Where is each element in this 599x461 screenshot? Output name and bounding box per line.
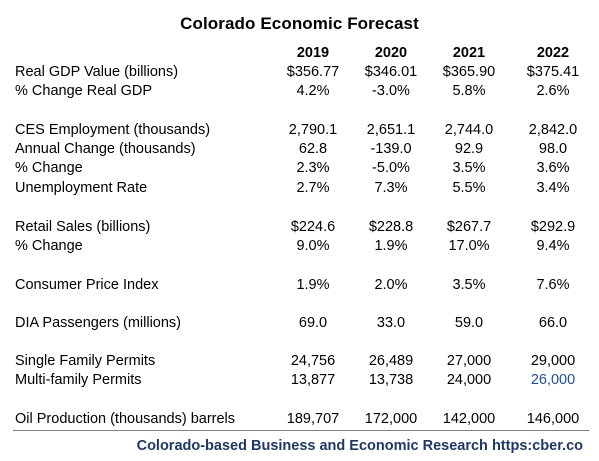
- cell-2022: 66.0: [538, 315, 568, 331]
- row-label: Real GDP Value (billions): [15, 64, 179, 80]
- cell-2020: 13,738: [368, 372, 414, 388]
- cell-2020: 33.0: [376, 315, 406, 331]
- table-row-ces-employment: CES Employment (thousands) 2,790.1 2,651…: [0, 122, 599, 142]
- cell-2019: 2.3%: [296, 160, 330, 176]
- cell-2022: 98.0: [538, 141, 568, 157]
- footer-credit: Colorado-based Business and Economic Res…: [136, 438, 583, 454]
- cell-2022: 7.6%: [536, 277, 570, 293]
- cell-2020: -3.0%: [372, 83, 410, 99]
- cell-2021: 2,744.0: [444, 122, 494, 138]
- cell-2021: $267.7: [446, 219, 492, 235]
- cell-2021: 3.5%: [452, 160, 486, 176]
- year-header-2021: 2021: [452, 45, 486, 61]
- cell-2019: 2.7%: [296, 180, 330, 196]
- cell-2022: 9.4%: [536, 238, 570, 254]
- cell-2021: 17.0%: [448, 238, 490, 254]
- table-row-dia-passengers: DIA Passengers (millions) 69.0 33.0 59.0…: [0, 315, 599, 335]
- row-label: DIA Passengers (millions): [15, 315, 181, 331]
- row-label: Retail Sales (billions): [15, 219, 151, 235]
- cell-2020: 2,651.1: [366, 122, 416, 138]
- table-row-single-family-permits: Single Family Permits 24,756 26,489 27,0…: [0, 353, 599, 373]
- cell-2022: 29,000: [530, 353, 576, 369]
- table-row-oil-production: Oil Production (thousands) barrels 189,7…: [0, 411, 599, 431]
- cell-2019: 24,756: [290, 353, 336, 369]
- cell-2022: $292.9: [530, 219, 576, 235]
- table-row-consumer-price-index: Consumer Price Index 1.9% 2.0% 3.5% 7.6%: [0, 277, 599, 297]
- row-label: Unemployment Rate: [15, 180, 148, 196]
- row-label: Multi-family Permits: [15, 372, 142, 388]
- row-label: Annual Change (thousands): [15, 141, 196, 157]
- cell-2022: 3.6%: [536, 160, 570, 176]
- cell-2020: 26,489: [368, 353, 414, 369]
- row-label: Oil Production (thousands) barrels: [15, 411, 236, 427]
- cell-2020: -139.0: [370, 141, 412, 157]
- cell-2020: 2.0%: [374, 277, 408, 293]
- cell-2020: -5.0%: [372, 160, 410, 176]
- cell-2022: 3.4%: [536, 180, 570, 196]
- cell-2019: 13,877: [290, 372, 336, 388]
- cell-2021: 5.8%: [452, 83, 486, 99]
- row-label: % Change Real GDP: [15, 83, 153, 99]
- cell-2020: $346.01: [364, 64, 418, 80]
- cell-2019: 9.0%: [296, 238, 330, 254]
- cell-2019: 62.8: [298, 141, 328, 157]
- cell-2021: 142,000: [442, 411, 496, 427]
- cell-2022: 2.6%: [536, 83, 570, 99]
- cell-2019: 2,790.1: [288, 122, 338, 138]
- table-row-annual-change: Annual Change (thousands) 62.8 -139.0 92…: [0, 141, 599, 161]
- table-row-pct-change-real-gdp: % Change Real GDP 4.2% -3.0% 5.8% 2.6%: [0, 83, 599, 103]
- cell-2022: 2,842.0: [528, 122, 578, 138]
- cell-2022: 26,000: [530, 372, 576, 388]
- cell-2021: 24,000: [446, 372, 492, 388]
- cell-2019: $356.77: [286, 64, 340, 80]
- table-row-unemployment-rate: Unemployment Rate 2.7% 7.3% 5.5% 3.4%: [0, 180, 599, 200]
- cell-2021: 92.9: [454, 141, 484, 157]
- cell-2021: 5.5%: [452, 180, 486, 196]
- cell-2019: $224.6: [290, 219, 336, 235]
- row-label: % Change: [15, 160, 83, 176]
- table-row-pct-change-employment: % Change 2.3% -5.0% 3.5% 3.6%: [0, 160, 599, 180]
- table-row-multi-family-permits: Multi-family Permits 13,877 13,738 24,00…: [0, 372, 599, 392]
- cell-2022: $375.41: [526, 64, 580, 80]
- row-label: CES Employment (thousands): [15, 122, 211, 138]
- cell-2021: $365.90: [442, 64, 496, 80]
- cell-2020: $228.8: [368, 219, 414, 235]
- cell-2020: 7.3%: [374, 180, 408, 196]
- year-header-2022: 2022: [536, 45, 570, 61]
- cell-2021: 59.0: [454, 315, 484, 331]
- cell-2019: 189,707: [286, 411, 340, 427]
- row-label: Consumer Price Index: [15, 277, 159, 293]
- year-header-2019: 2019: [296, 45, 330, 61]
- row-label: Single Family Permits: [15, 353, 156, 369]
- cell-2020: 172,000: [364, 411, 418, 427]
- year-header-row: 2019 2020 2021 2022: [0, 45, 599, 65]
- table-bottom-rule: [13, 430, 589, 431]
- table-row-real-gdp-value: Real GDP Value (billions) $356.77 $346.0…: [0, 64, 599, 84]
- cell-2019: 1.9%: [296, 277, 330, 293]
- cell-2019: 4.2%: [296, 83, 330, 99]
- table-row-pct-change-retail: % Change 9.0% 1.9% 17.0% 9.4%: [0, 238, 599, 258]
- year-header-2020: 2020: [374, 45, 408, 61]
- cell-2020: 1.9%: [374, 238, 408, 254]
- table-row-retail-sales: Retail Sales (billions) $224.6 $228.8 $2…: [0, 219, 599, 239]
- cell-2021: 27,000: [446, 353, 492, 369]
- cell-2022: 146,000: [526, 411, 580, 427]
- cell-2021: 3.5%: [452, 277, 486, 293]
- row-label: % Change: [15, 238, 83, 254]
- report-title: Colorado Economic Forecast: [180, 14, 419, 33]
- cell-2019: 69.0: [298, 315, 328, 331]
